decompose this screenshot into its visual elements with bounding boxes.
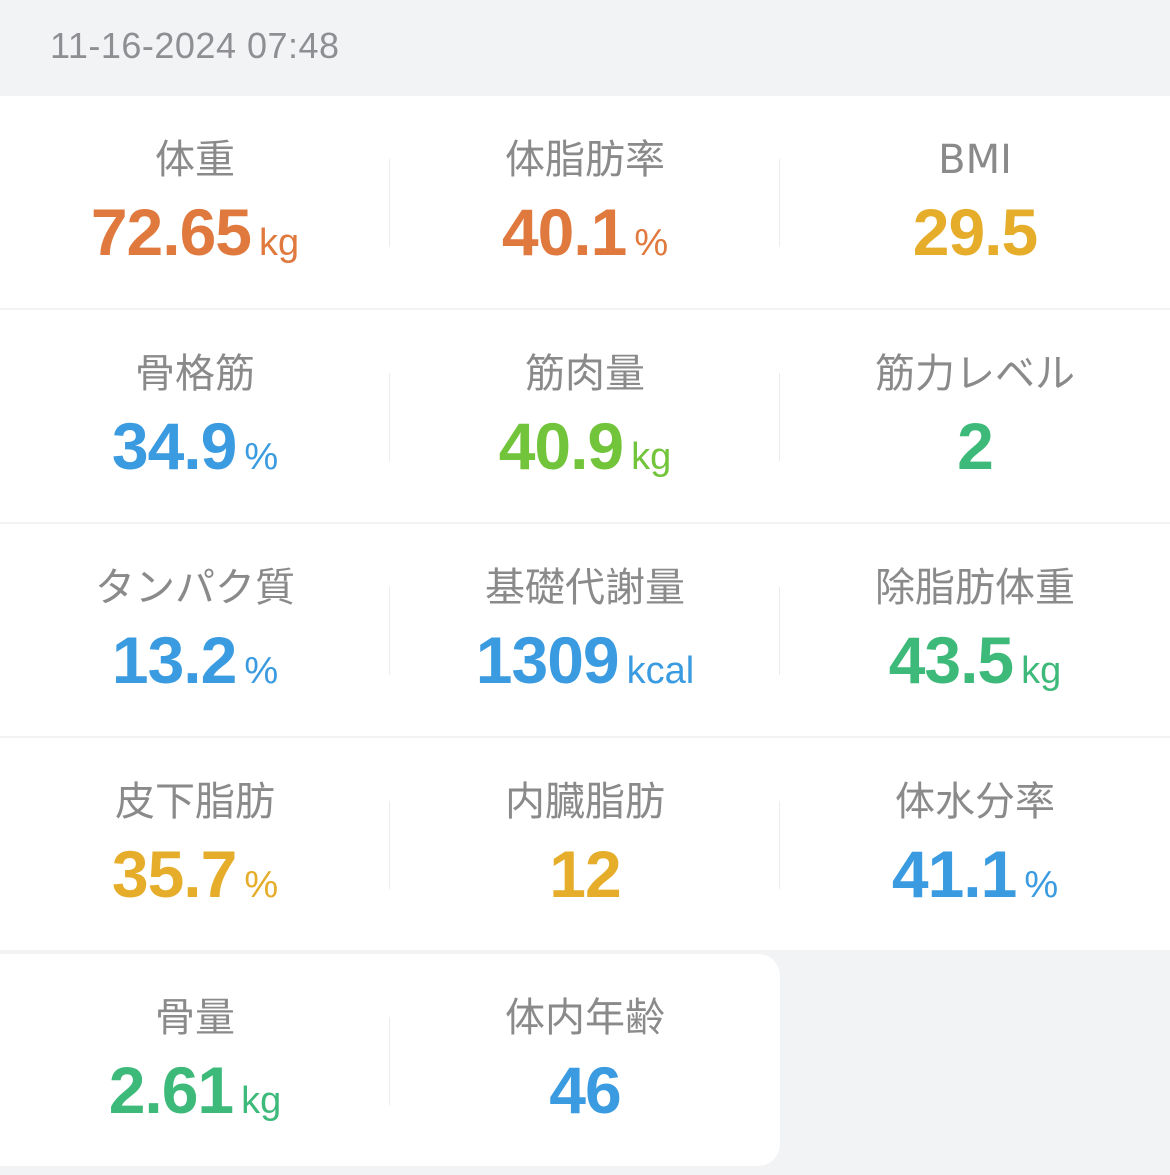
metric-value: 40.9 — [498, 409, 624, 483]
metric-unit: % — [1024, 864, 1059, 906]
metric-value: 40.1 — [501, 195, 627, 269]
metric-value-group: 13.2% — [0, 620, 390, 700]
metrics-row: 骨量 2.61 kg 体内年齢 46 — [0, 954, 780, 1166]
metric-value: 72.65 — [90, 195, 252, 269]
metric-unit: kg — [241, 1080, 282, 1122]
row-separator — [0, 522, 1170, 524]
metric-value: 13.2 — [111, 623, 237, 697]
metric-label: 基礎代謝量 — [485, 565, 685, 611]
metric-unit: kcal — [626, 650, 695, 692]
metric-label: 体水分率 — [895, 779, 1055, 825]
metric-unit: % — [244, 650, 279, 692]
metric-label: 骨量 — [155, 995, 235, 1041]
metric-value: 41.1 — [891, 837, 1017, 911]
metric-value: 12 — [549, 837, 621, 911]
metric-label: タンパク質 — [95, 565, 295, 611]
row-separator — [0, 308, 1170, 310]
metric-cell-weight[interactable]: 体重 72.65 kg — [0, 96, 390, 308]
metric-cell-subcutaneous-fat[interactable]: 皮下脂肪 35.7% — [0, 738, 390, 950]
column-divider — [779, 801, 780, 889]
metric-cell-metabolic-age[interactable]: 体内年齢 46 — [390, 954, 780, 1166]
metric-value-group: 46 — [390, 1050, 780, 1130]
metrics-row: 体重 72.65 kg 体脂肪率 40.1% BMI 29.5 — [0, 96, 1170, 308]
column-divider — [779, 587, 780, 675]
measurement-timestamp: 11-16-2024 07:48 — [50, 25, 340, 66]
metric-unit: % — [634, 222, 669, 264]
metric-label: 体重 — [155, 137, 235, 183]
metric-cell-visceral-fat[interactable]: 内臓脂肪 12 — [390, 738, 780, 950]
metric-label: 皮下脂肪 — [115, 779, 275, 825]
metric-label: 除脂肪体重 — [875, 565, 1075, 611]
metric-value-group: 29.5 — [780, 192, 1170, 272]
metric-value-group: 34.9% — [0, 406, 390, 486]
row-separator — [0, 736, 1170, 738]
metric-cell-body-fat[interactable]: 体脂肪率 40.1% — [390, 96, 780, 308]
metric-value: 46 — [549, 1053, 621, 1127]
column-divider — [389, 801, 390, 889]
metric-label: BMI — [938, 137, 1012, 183]
metric-unit: % — [244, 436, 279, 478]
metric-label: 内臓脂肪 — [505, 779, 665, 825]
metric-value: 43.5 — [888, 623, 1014, 697]
metric-value-group: 72.65 kg — [0, 192, 390, 272]
metric-value-group: 40.1% — [390, 192, 780, 272]
metric-value-group: 12 — [390, 834, 780, 914]
metrics-row: 皮下脂肪 35.7% 内臓脂肪 12 体水分率 41.1% — [0, 738, 1170, 950]
metric-cell-bmr[interactable]: 基礎代謝量 1309 kcal — [390, 524, 780, 736]
metric-value-group: 2 — [780, 406, 1170, 486]
metric-cell-muscle-mass[interactable]: 筋肉量 40.9 kg — [390, 310, 780, 522]
metric-unit: kg — [631, 436, 672, 478]
metric-label: 体脂肪率 — [505, 137, 665, 183]
metric-value-group: 41.1% — [780, 834, 1170, 914]
metric-cell-strength-level[interactable]: 筋力レベル 2 — [780, 310, 1170, 522]
metric-cell-skeletal-muscle[interactable]: 骨格筋 34.9% — [0, 310, 390, 522]
column-divider — [389, 1017, 390, 1105]
metric-value: 2.61 — [108, 1053, 234, 1127]
column-divider — [779, 373, 780, 461]
metrics-row: 骨格筋 34.9% 筋肉量 40.9 kg 筋力レベル 2 — [0, 310, 1170, 522]
metric-value-group: 40.9 kg — [390, 406, 780, 486]
metric-label: 筋肉量 — [525, 351, 645, 397]
column-divider — [389, 159, 390, 247]
column-divider — [389, 373, 390, 461]
metric-cell-bone-mass[interactable]: 骨量 2.61 kg — [0, 954, 390, 1166]
metric-value: 34.9 — [111, 409, 237, 483]
metric-cell-bmi[interactable]: BMI 29.5 — [780, 96, 1170, 308]
metric-unit: kg — [259, 222, 300, 264]
metric-value-group: 1309 kcal — [390, 620, 780, 700]
metric-cell-protein[interactable]: タンパク質 13.2% — [0, 524, 390, 736]
metric-label: 筋力レベル — [875, 351, 1075, 397]
metric-unit: % — [244, 864, 279, 906]
metric-cell-lean-body-mass[interactable]: 除脂肪体重 43.5 kg — [780, 524, 1170, 736]
metric-value: 1309 — [475, 623, 620, 697]
metric-value: 2 — [957, 409, 994, 483]
metric-value-group: 43.5 kg — [780, 620, 1170, 700]
metric-label: 体内年齢 — [505, 995, 665, 1041]
column-divider — [779, 159, 780, 247]
header-bar: 11-16-2024 07:48 — [0, 0, 1170, 96]
metric-unit: kg — [1021, 650, 1062, 692]
metric-cell-body-water[interactable]: 体水分率 41.1% — [780, 738, 1170, 950]
column-divider — [389, 587, 390, 675]
metrics-row: タンパク質 13.2% 基礎代謝量 1309 kcal 除脂肪体重 43.5 kg — [0, 524, 1170, 736]
metric-value: 29.5 — [912, 195, 1038, 269]
metric-value-group: 35.7% — [0, 834, 390, 914]
metric-value-group: 2.61 kg — [0, 1050, 390, 1130]
metric-label: 骨格筋 — [135, 351, 255, 397]
metric-value: 35.7 — [111, 837, 237, 911]
